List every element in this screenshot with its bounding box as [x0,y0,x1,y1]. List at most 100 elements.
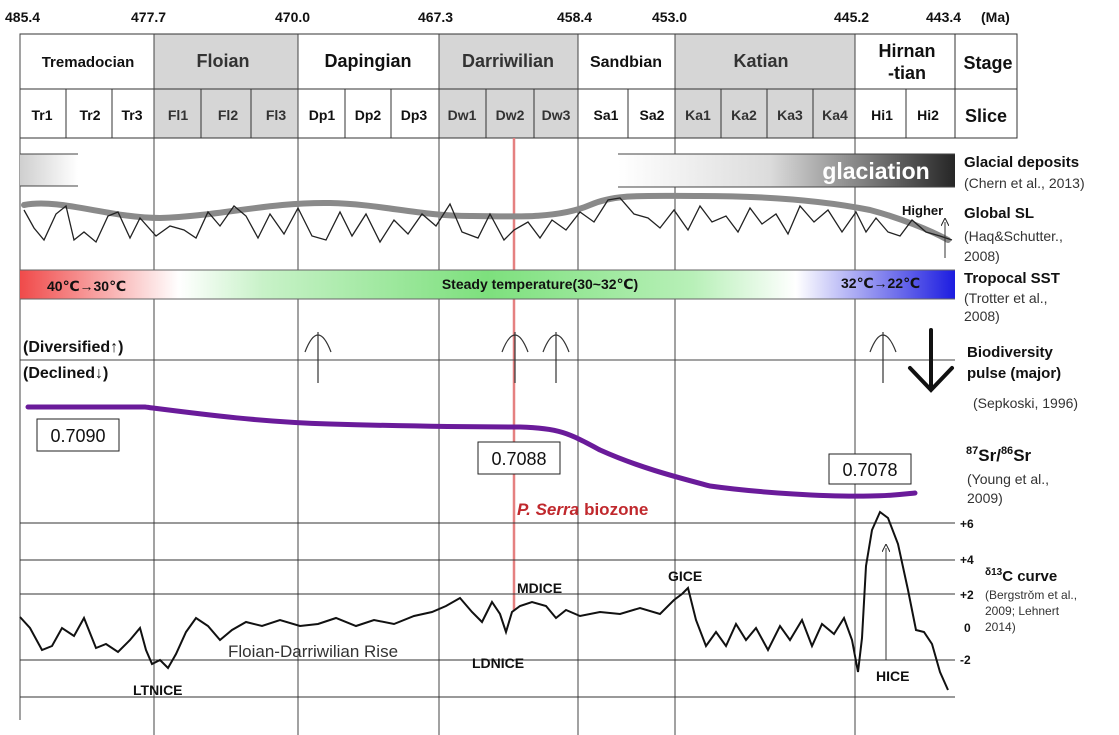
stage-header: Stage [963,53,1012,73]
strontium-ref: 2009) [967,490,1003,506]
event-hice: HICE [876,668,909,684]
sst-title: Tropocal SST [964,270,1060,287]
strontium-ref: (Young et al., [967,471,1049,487]
sea-level-title: Global SL [964,205,1034,222]
sr-value: 0.7088 [491,449,546,469]
biodiversity-title: pulse (major) [967,365,1061,382]
sr-superscript: 87 [966,445,978,457]
sea-level-trend [21,192,951,243]
biodiversity-title: Biodiversity [967,344,1054,361]
glaciation-label: glaciation [822,158,929,184]
diversification-arrow [542,332,570,383]
age-label: 477.7 [131,9,166,25]
right-legend: Glacial deposits (Chern et al., 2013) Gl… [964,154,1085,634]
biodiversity-row: (Diversified↑) (Declined↓) [20,328,955,393]
sst-left-label: 40℃→30℃ [47,278,126,294]
diversification-arrow [501,332,529,383]
slice-label: Hi1 [871,107,893,123]
age-label: 467.3 [418,9,453,25]
slice-label: Hi2 [917,107,939,123]
carbon-tick: +6 [960,517,974,531]
event-mdice: MDICE [517,580,562,596]
carbon-ticks: +6 +4 +2 0 -2 [960,517,974,667]
sr-symbol: Sr [1013,446,1031,465]
extinction-arrow [908,328,954,393]
glacial-title: Glacial deposits [964,154,1079,171]
stage-label: -tian [888,63,926,83]
event-ltnice: LTNICE [133,682,183,698]
stage-label: Hirnan [878,41,935,61]
stage-label: Floian [197,51,250,71]
strontium-title: 87Sr/86Sr [966,445,1032,465]
slice-label: Dp2 [355,107,382,123]
glaciation-row: glaciation [20,153,955,188]
age-label: 458.4 [557,9,592,25]
age-label: 443.4 [926,9,961,25]
event-gice: GICE [668,568,702,584]
slice-label: Tr3 [121,107,142,123]
stage-label: Tremadocian [42,54,135,71]
diversification-arrow [304,332,332,383]
carbon-tick: -2 [960,653,971,667]
sr-symbol: Sr/ [978,446,1001,465]
carbon-tick: 0 [964,621,971,635]
diversification-arrows [304,332,897,383]
sr-value: 0.7078 [842,460,897,480]
strontium-curve [25,404,918,499]
carbon-grid [20,522,955,698]
slice-label: Tr1 [31,107,52,123]
carbon-ref: 2014) [985,620,1016,634]
age-label: 445.2 [834,9,869,25]
biozone-species: P. Serra [517,500,579,519]
biozone-word: biozone [584,500,648,519]
stage-labels: Tremadocian Floian Dapingian Darriwilian… [42,41,1013,83]
slice-label: Ka1 [685,107,711,123]
sea-level-detail [23,197,953,244]
diversified-label: (Diversified↑) [23,339,123,356]
sea-level-ref: (Haq&Schutter., [964,228,1063,244]
biodiversity-ref: (Sepkoski, 1996) [973,395,1078,411]
stage-label: Darriwilian [462,51,554,71]
sea-level-ref: 2008) [964,248,1000,264]
sst-ref: 2008) [964,308,1000,324]
slice-label: Dw1 [448,107,477,123]
boundary-lines [19,34,856,735]
strontium-value-boxes: 0.7090 0.7088 0.7078 [36,418,912,485]
slice-label: Ka3 [777,107,803,123]
diversification-arrow [869,332,897,383]
carbon-ref: (Bergstrǒm et al., [985,588,1077,602]
event-floian-darriwilian-rise: Floian-Darriwilian Rise [228,642,398,661]
carbon-superscript: δ13 [985,567,1003,578]
sst-right-label: 32℃→22℃ [841,275,920,291]
slice-label: Fl1 [168,107,188,123]
carbon-event-labels: LTNICE Floian-Darriwilian Rise MDICE LDN… [133,568,909,698]
slice-label: Fl3 [266,107,286,123]
sr-value: 0.7090 [50,426,105,446]
stage-label: Katian [733,51,788,71]
slice-labels: Tr1 Tr2 Tr3 Fl1 Fl2 Fl3 Dp1 Dp2 Dp3 Dw1 … [31,106,1007,126]
carbon-title-rest: C curve [1002,568,1057,585]
sst-bar: 40℃→30℃ Steady temperature(30~32℃) 32℃→2… [20,269,955,300]
stage-label: Dapingian [324,51,411,71]
slice-label: Dw2 [496,107,525,123]
age-unit: (Ma) [981,9,1010,25]
glacial-ref: (Chern et al., 2013) [964,175,1085,191]
sea-level-curves [21,192,953,258]
declined-label: (Declined↓) [23,365,108,382]
slice-label: Dw3 [542,107,571,123]
sst-ref: (Trotter et al., [964,290,1048,306]
carbon-tick: +4 [960,553,974,567]
biozone-label: P. Serra biozone [517,500,648,519]
slice-label: Sa1 [594,107,619,123]
stage-shading [154,34,855,138]
sr-superscript: 86 [1001,445,1013,457]
carbon-title: δ13C curve [985,567,1057,585]
carbon-tick: +2 [960,588,974,602]
event-ldnice: LDNICE [472,655,524,671]
carbon-ref: 2009; Lehnert [985,604,1060,618]
slice-label: Tr2 [79,107,100,123]
age-label: 470.0 [275,9,310,25]
age-labels: 485.4 477.7 470.0 467.3 458.4 453.0 445.… [5,9,1010,25]
slice-label: Ka2 [731,107,757,123]
